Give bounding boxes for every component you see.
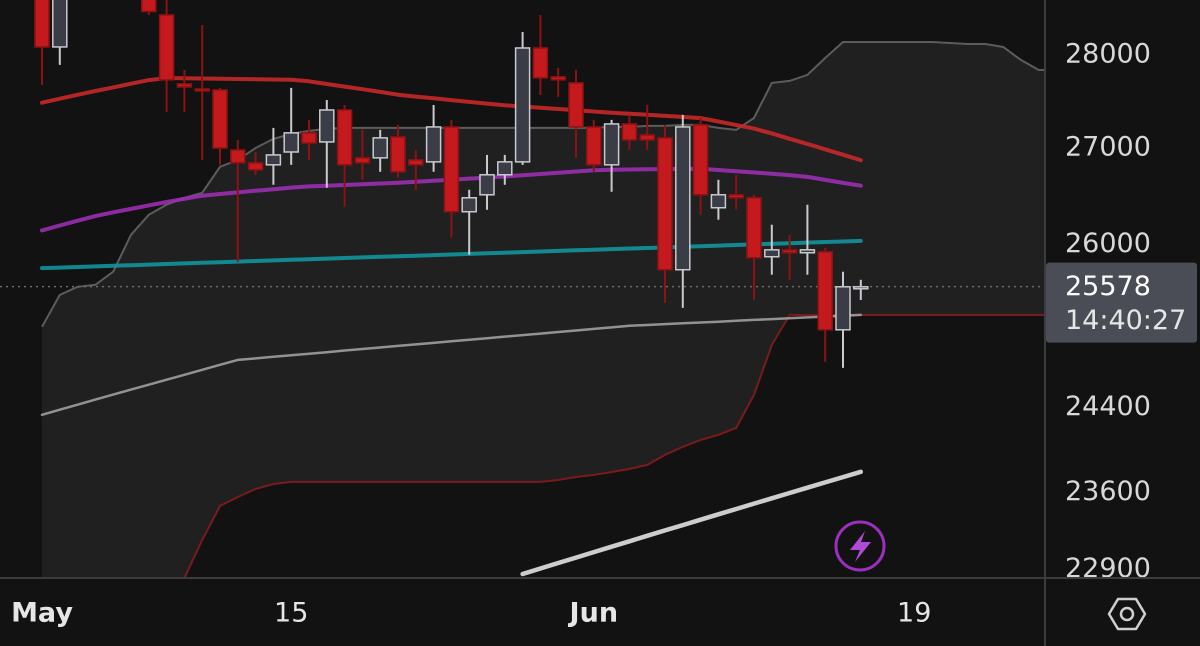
- y-tick-label: 28000: [1065, 38, 1151, 69]
- candle-body: [532, 47, 549, 79]
- cloud-lower-line: [42, 314, 1045, 578]
- last-price: 25578: [1065, 271, 1151, 302]
- y-axis: 22900 23600 24400 26000 27000 28000: [1065, 38, 1151, 584]
- candle-body: [710, 194, 727, 209]
- candle-body: [461, 197, 477, 213]
- candle-body: [568, 82, 584, 128]
- candle-body: [212, 89, 228, 149]
- candle-body: [283, 132, 299, 153]
- candle-body: [728, 194, 744, 199]
- candle-body: [657, 137, 673, 271]
- candle-body: [265, 154, 282, 166]
- candle-body: [746, 197, 762, 259]
- countdown: 14:40:27: [1065, 305, 1186, 336]
- candle-body: [835, 286, 851, 331]
- y-tick-label: 26000: [1065, 228, 1151, 259]
- candle-body: [194, 88, 210, 92]
- candle-body: [301, 132, 317, 144]
- y-tick-label: 24400: [1065, 391, 1151, 422]
- candle-body: [443, 126, 460, 213]
- candle-body: [408, 159, 424, 166]
- candle-body: [497, 161, 513, 176]
- x-tick-label: 19: [897, 598, 931, 629]
- lightning-ring: [834, 520, 886, 572]
- price-badge-bg: [1046, 262, 1197, 343]
- cloud-upper-line: [41, 41, 1045, 328]
- plot-area: [0, 0, 1045, 578]
- candle-body: [34, 0, 50, 48]
- candle-body: [176, 83, 193, 88]
- candle-body: [247, 162, 264, 171]
- lightning-button[interactable]: [834, 520, 886, 572]
- candle-body: [853, 286, 869, 290]
- settings-icon: [1107, 597, 1147, 631]
- overlay-line: [520, 469, 864, 577]
- x-axis: May 15 Jun 19: [11, 598, 931, 629]
- candle-body: [336, 109, 353, 166]
- lightning-icon: [850, 531, 871, 562]
- settings-icon-center: [1119, 606, 1135, 622]
- candle-body: [817, 251, 833, 331]
- candle-body: [141, 0, 157, 13]
- candle-body: [354, 157, 371, 164]
- y-tick-label: 22900: [1065, 553, 1151, 584]
- y-tick-label: 27000: [1065, 132, 1151, 163]
- x-tick-label: 15: [274, 598, 308, 629]
- y-tick-label: 23600: [1065, 476, 1151, 507]
- candle-body: [230, 149, 246, 164]
- candle-body: [799, 249, 816, 254]
- candle-body: [479, 174, 495, 196]
- overlay-line: [40, 238, 863, 271]
- candle-body: [550, 76, 566, 81]
- candle-body: [781, 249, 798, 254]
- candle-body: [390, 136, 406, 173]
- candle-body: [319, 109, 335, 143]
- candle-body: [675, 126, 691, 271]
- x-tick-label: Jun: [568, 598, 619, 629]
- price-badge: 25578 14:40:27: [1046, 262, 1197, 343]
- candle-body: [692, 124, 709, 196]
- candle-body: [639, 134, 655, 141]
- overlay-line: [40, 76, 863, 163]
- candle-body: [158, 14, 175, 81]
- settings-button[interactable]: [1107, 597, 1147, 631]
- x-tick-label: May: [11, 598, 73, 629]
- candle-body: [586, 126, 602, 166]
- candle-body: [52, 0, 68, 48]
- overlay-line: [40, 313, 863, 417]
- candle-body: [621, 123, 638, 141]
- candle-body: [425, 126, 442, 163]
- candle-body: [514, 47, 531, 163]
- candle-body: [764, 249, 780, 258]
- candle-body: [603, 123, 620, 166]
- candle-body: [372, 137, 388, 159]
